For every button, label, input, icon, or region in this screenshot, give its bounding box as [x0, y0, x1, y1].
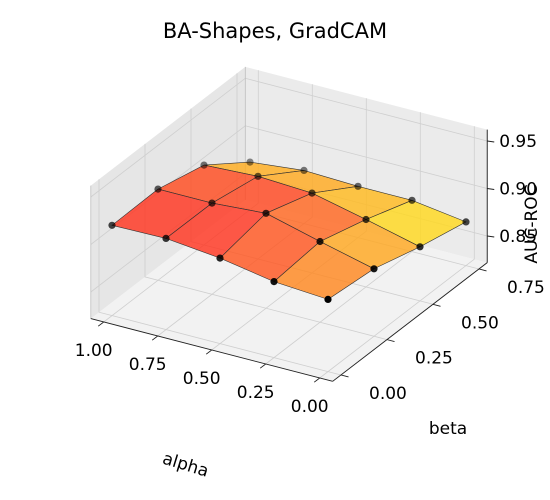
x-axis-label: alpha	[160, 449, 211, 482]
chart-title: BA-Shapes, GradCAM	[163, 19, 387, 43]
data-point	[300, 166, 308, 174]
y-tick-mark	[386, 339, 395, 343]
z-axis-label: AUC-ROC	[522, 184, 542, 263]
y-tick-label: 0.25	[415, 349, 453, 369]
data-point	[216, 254, 224, 262]
data-point	[262, 209, 270, 217]
y-tick-label: 0.75	[507, 278, 545, 298]
z-tick-mark	[487, 235, 495, 238]
data-point	[354, 182, 362, 190]
data-point	[370, 265, 378, 273]
z-tick-mark	[487, 140, 495, 143]
data-point	[208, 199, 216, 207]
grid-line	[319, 126, 475, 379]
grid-line	[144, 143, 388, 340]
x-tick-label: 0.00	[291, 397, 329, 417]
y-tick-label: 0.00	[369, 384, 407, 404]
data-point	[154, 185, 162, 193]
data-point	[162, 234, 170, 242]
x-tick-label: 0.50	[183, 369, 221, 389]
x-tick-mark	[97, 321, 104, 327]
x-tick-label: 1.00	[75, 341, 113, 361]
z-tick-label: 0.85	[499, 227, 537, 247]
y-tick-mark	[432, 303, 441, 307]
z-tick-label: 0.95	[499, 132, 537, 152]
data-points	[108, 158, 470, 303]
x-tick-mark	[205, 349, 212, 355]
data-point	[308, 189, 316, 197]
z-tick-mark	[487, 188, 495, 190]
x-tick-label: 0.25	[237, 383, 275, 403]
y-tick-mark	[478, 268, 487, 272]
data-point	[246, 158, 254, 166]
grid-line	[98, 179, 342, 376]
data-point	[200, 161, 208, 169]
axes: 0.00 0.25 0.50 0.75 1.00 0.00 0.25 0.50 0.75 0.85…	[75, 129, 545, 417]
x-tick-label: 0.75	[129, 355, 167, 375]
data-point	[316, 237, 324, 246]
data-point	[108, 221, 116, 229]
data-point	[254, 172, 262, 180]
x-tick-mark	[313, 377, 320, 383]
x-tick-mark	[151, 335, 158, 341]
y-axis-label: beta	[429, 419, 467, 439]
y-tick-label: 0.50	[461, 313, 499, 333]
z-tick-label: 0.90	[499, 180, 537, 200]
x-tick-mark	[259, 363, 266, 369]
data-point	[416, 243, 424, 251]
data-point	[362, 215, 370, 224]
data-point	[462, 218, 470, 226]
y-tick-mark	[340, 374, 349, 378]
data-point	[270, 278, 278, 286]
y-axis-line	[332, 262, 488, 382]
data-point	[408, 196, 416, 204]
data-point	[324, 295, 332, 303]
